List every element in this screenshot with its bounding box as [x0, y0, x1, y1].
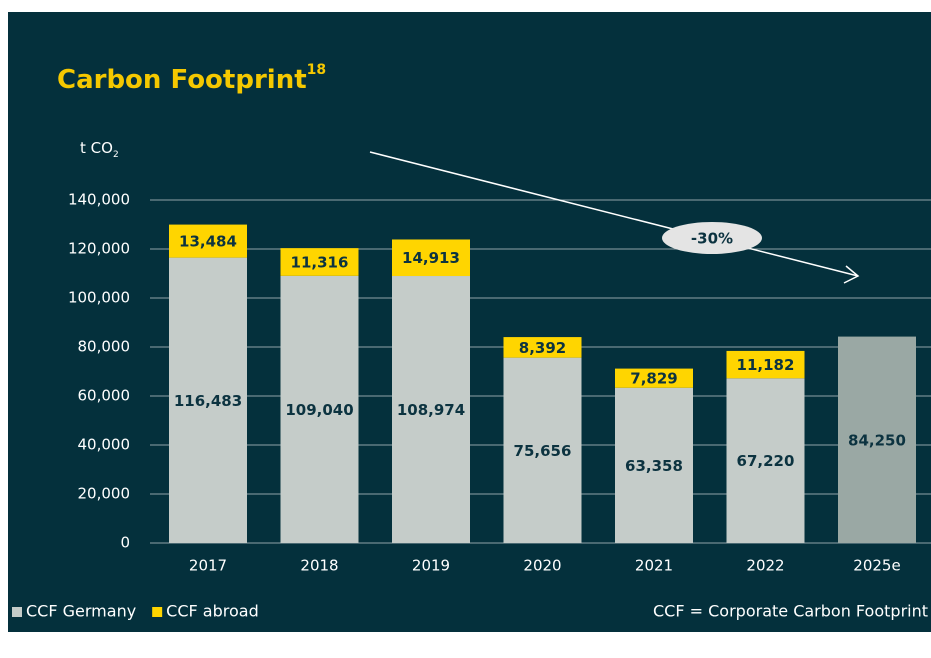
y-axis-label: t CO [80, 139, 113, 157]
x-tick-label: 2020 [523, 557, 561, 575]
legend-swatch [12, 607, 22, 617]
bar-segment [169, 257, 247, 543]
value-label: 109,040 [285, 401, 353, 419]
value-label: 13,484 [179, 233, 237, 251]
trend-arrow [369, 151, 859, 277]
value-label: 84,250 [848, 431, 906, 449]
bar-segment [280, 275, 359, 543]
legend-swatch [152, 607, 163, 617]
bar-segment [503, 357, 582, 543]
bar-segment [726, 350, 805, 379]
bar-segment [615, 387, 693, 543]
y-tick-label: 80,000 [78, 338, 131, 356]
y-axis-label-group: t CO2 [80, 139, 119, 160]
y-tick-label: 40,000 [78, 436, 131, 454]
x-tick-label: 2025e [853, 557, 900, 575]
bar-segment [503, 337, 582, 358]
x-tick-label: 2018 [300, 557, 338, 575]
bars: 2017 116,483 13,484 2018 109,040 11,316 2019 10… [169, 224, 916, 575]
value-label: 67,220 [737, 452, 795, 470]
value-label: 7,829 [630, 370, 677, 388]
footnote: CCF = Corporate Carbon Footprint [653, 602, 928, 621]
x-tick-label: 2019 [412, 557, 450, 575]
x-tick-label: 2017 [189, 557, 227, 575]
grid: 0 20,000 40,000 60,000 80,000 100,000 120,000 1… [68, 191, 931, 552]
value-label: 14,913 [402, 249, 460, 267]
bar-segment [838, 336, 916, 543]
bar-segment [726, 378, 805, 543]
title-superscript: 18 [307, 62, 326, 78]
legend-label: CCF Germany [26, 602, 136, 621]
value-label: 116,483 [174, 392, 242, 410]
legend: CCF Germany CCF abroad [12, 602, 259, 621]
value-label: 63,358 [625, 457, 683, 475]
y-tick-label: 120,000 [68, 240, 130, 258]
annotation-bubble [662, 222, 762, 254]
chart-title: Carbon Footprint [57, 65, 307, 95]
bar-segment [169, 224, 247, 258]
y-tick-label: 60,000 [78, 387, 131, 405]
arrow-head [843, 265, 860, 284]
x-tick-label: 2022 [746, 557, 784, 575]
bar-segment [280, 248, 359, 276]
value-label: 11,316 [291, 253, 349, 271]
value-label: 11,182 [737, 356, 795, 374]
y-tick-label: 0 [120, 534, 130, 552]
bar-segment [615, 368, 693, 388]
y-tick-label: 100,000 [68, 289, 130, 307]
annotation: -30% [691, 230, 733, 248]
chart-title-group: Carbon Footprint18 [57, 62, 326, 95]
legend-label: CCF abroad [166, 602, 259, 621]
x-tick-label: 2021 [635, 557, 673, 575]
bar-segment [392, 276, 470, 543]
bar-segment [392, 239, 470, 277]
y-tick-label: 140,000 [68, 191, 130, 209]
value-label: 8,392 [519, 339, 566, 357]
value-label: 108,974 [397, 401, 465, 419]
y-axis-label-subscript: 2 [113, 150, 119, 160]
value-label: 75,656 [514, 442, 572, 460]
y-tick-label: 20,000 [78, 485, 131, 503]
